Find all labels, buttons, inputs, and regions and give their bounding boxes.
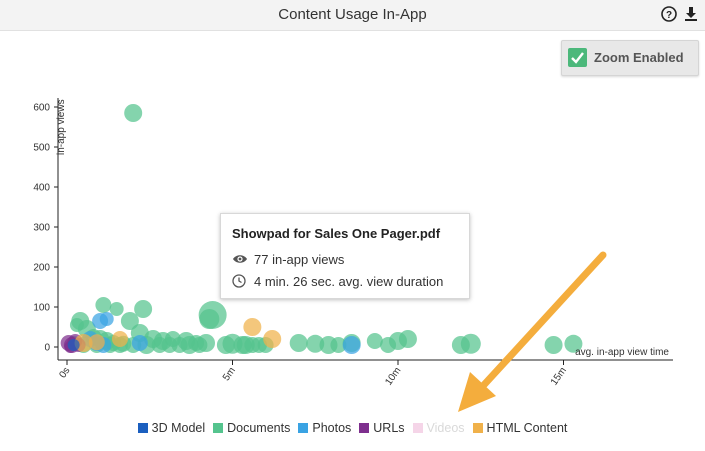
legend-swatch bbox=[298, 423, 309, 433]
eye-icon bbox=[233, 255, 247, 263]
chart-title: Content Usage In-App bbox=[278, 6, 427, 23]
y-tick-label: 300 bbox=[33, 223, 50, 234]
tooltip-title: Showpad for Sales One Pager.pdf bbox=[232, 226, 441, 241]
data-point-documents[interactable] bbox=[199, 309, 220, 329]
data-point-documents[interactable] bbox=[289, 334, 308, 352]
legend-item-html-content[interactable]: HTML Content bbox=[472, 421, 568, 435]
x-tick-label: 5m bbox=[221, 365, 238, 383]
download-icon[interactable] bbox=[684, 6, 698, 22]
data-point-html-content[interactable] bbox=[111, 331, 128, 347]
data-point-photos[interactable] bbox=[131, 335, 148, 351]
data-point-documents[interactable] bbox=[134, 300, 153, 318]
tooltip-views-row: 77 in-app views bbox=[232, 252, 344, 267]
data-point-documents[interactable] bbox=[564, 334, 583, 353]
legend-label: Photos bbox=[312, 421, 352, 435]
y-tick-label: 500 bbox=[33, 143, 50, 154]
y-tick-label: 200 bbox=[33, 263, 50, 274]
x-tick-label: 15m bbox=[549, 365, 569, 387]
data-point-tooltip: Showpad for Sales One Pager.pdf 77 in-ap… bbox=[220, 213, 470, 299]
legend-item-urls[interactable]: URLs bbox=[359, 421, 405, 435]
y-axis-label: in-app views bbox=[56, 99, 67, 155]
zoom-toggle-button[interactable]: Zoom Enabled bbox=[561, 40, 699, 76]
data-point-documents[interactable] bbox=[366, 333, 383, 349]
data-point-documents[interactable] bbox=[109, 302, 124, 316]
svg-text:?: ? bbox=[666, 10, 672, 21]
legend-label: HTML Content bbox=[486, 421, 568, 435]
y-tick-label: 100 bbox=[33, 303, 50, 314]
data-point-documents[interactable] bbox=[398, 330, 417, 348]
legend-item-3d-model[interactable]: 3D Model bbox=[137, 421, 206, 435]
data-point-documents[interactable] bbox=[544, 336, 563, 354]
clock-icon bbox=[232, 274, 246, 288]
legend-swatch bbox=[472, 423, 483, 433]
y-tick-label: 0 bbox=[44, 343, 50, 354]
legend-swatch bbox=[359, 423, 370, 433]
legend-swatch bbox=[213, 423, 224, 433]
legend-swatch bbox=[412, 423, 423, 433]
chart-legend: 3D Model Documents Photos URLs Videos HTML Co… bbox=[0, 421, 705, 435]
data-point-documents[interactable] bbox=[460, 333, 481, 354]
data-point-html-content[interactable] bbox=[88, 334, 105, 351]
y-tick-label: 600 bbox=[33, 103, 50, 114]
data-point-3d-model[interactable] bbox=[67, 339, 80, 351]
legend-item-photos[interactable]: Photos bbox=[298, 421, 351, 435]
legend-swatch bbox=[137, 423, 148, 433]
tooltip-views-text: 77 in-app views bbox=[254, 252, 345, 267]
data-point-documents[interactable] bbox=[216, 336, 235, 354]
data-point-documents[interactable] bbox=[191, 337, 208, 353]
zoom-toggle-label: Zoom Enabled bbox=[594, 50, 684, 65]
legend-item-videos[interactable]: Videos bbox=[412, 421, 465, 435]
data-point-documents[interactable] bbox=[124, 104, 143, 122]
legend-label: URLs bbox=[373, 421, 405, 435]
tooltip-duration-row: 4 min. 26 sec. avg. view duration bbox=[232, 274, 443, 289]
legend-label: 3D Model bbox=[151, 421, 206, 435]
data-point-html-content[interactable] bbox=[243, 318, 262, 336]
data-point-documents[interactable] bbox=[244, 337, 261, 353]
y-tick-label: 400 bbox=[33, 183, 50, 194]
data-point-photos[interactable] bbox=[342, 336, 361, 354]
tooltip-duration-text: 4 min. 26 sec. avg. view duration bbox=[254, 274, 444, 289]
legend-label: Videos bbox=[426, 421, 465, 435]
checkbox-checked-icon[interactable] bbox=[568, 48, 587, 67]
x-axis-label: avg. in-app view time bbox=[575, 347, 669, 358]
data-point-photos[interactable] bbox=[99, 312, 114, 326]
data-point-documents[interactable] bbox=[306, 334, 325, 353]
data-point-documents[interactable] bbox=[95, 297, 112, 313]
legend-label: Documents bbox=[227, 421, 291, 435]
x-tick-label: 0s bbox=[57, 365, 72, 380]
annotation-arrow bbox=[458, 251, 607, 412]
x-tick-label: 10m bbox=[383, 365, 403, 387]
help-circle-icon[interactable]: ? bbox=[661, 6, 677, 22]
data-point-documents[interactable] bbox=[120, 312, 139, 330]
data-point-html-content[interactable] bbox=[263, 330, 282, 348]
title-bar: Content Usage In-App ? bbox=[0, 0, 705, 31]
data-point-documents[interactable] bbox=[330, 337, 347, 353]
legend-item-documents[interactable]: Documents bbox=[213, 421, 290, 435]
